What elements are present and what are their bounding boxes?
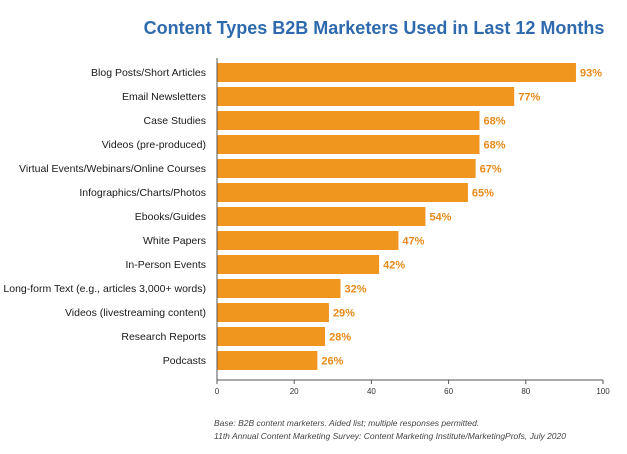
footnote-source: 11th Annual Content Marketing Survey: Co…: [214, 431, 566, 441]
bar: [217, 207, 426, 226]
bar: [217, 351, 318, 370]
bar: [217, 327, 326, 346]
x-axis: 0 20 40 60 80 100: [215, 58, 610, 396]
category-label: Ebooks/Guides: [135, 211, 206, 223]
category-label: Email Newsletters: [122, 91, 206, 103]
category-label: Videos (livestreaming content): [65, 307, 206, 319]
x-tick-label: 20: [290, 387, 299, 396]
bar: [217, 303, 329, 322]
chart-title: Content Types B2B Marketers Used in Last…: [144, 18, 605, 38]
value-label: 93%: [580, 68, 602, 80]
value-label: 47%: [402, 236, 424, 248]
x-tick-label: 0: [215, 387, 220, 396]
value-label: 29%: [333, 308, 355, 320]
category-label: Virtual Events/Webinars/Online Courses: [19, 163, 206, 175]
category-label: Podcasts: [163, 355, 206, 367]
bar: [217, 279, 341, 298]
category-label: Long-form Text (e.g., articles 3,000+ wo…: [3, 283, 206, 295]
bar: [217, 63, 576, 82]
bar: [217, 255, 380, 274]
value-label: 42%: [383, 260, 405, 272]
value-label: 65%: [472, 188, 494, 200]
category-label: Blog Posts/Short Articles: [91, 67, 206, 79]
bar: [217, 183, 468, 202]
footnote-base: Base: B2B content marketers. Aided list;…: [214, 418, 479, 428]
bar: [217, 135, 480, 154]
x-tick-label: 60: [444, 387, 453, 396]
bars-layer: Blog Posts/Short Articles 93% Email Newsle…: [3, 63, 602, 370]
category-label: Case Studies: [144, 115, 206, 127]
value-label: 77%: [518, 92, 540, 104]
value-label: 67%: [480, 164, 502, 176]
x-tick-label: 40: [367, 387, 376, 396]
bar: [217, 87, 515, 106]
x-tick-label: 100: [596, 387, 610, 396]
category-label: In-Person Events: [125, 259, 206, 271]
category-label: Videos (pre-produced): [102, 139, 206, 151]
value-label: 68%: [483, 116, 505, 128]
value-label: 28%: [329, 332, 351, 344]
x-tick-label: 80: [521, 387, 530, 396]
value-label: 68%: [483, 140, 505, 152]
bar: [217, 111, 480, 130]
bar: [217, 159, 476, 178]
category-label: White Papers: [143, 235, 206, 247]
category-label: Research Reports: [121, 331, 206, 343]
value-label: 54%: [429, 212, 451, 224]
bar: [217, 231, 399, 250]
value-label: 32%: [345, 284, 367, 296]
category-label: Infographics/Charts/Photos: [79, 187, 206, 199]
value-label: 26%: [321, 356, 343, 368]
